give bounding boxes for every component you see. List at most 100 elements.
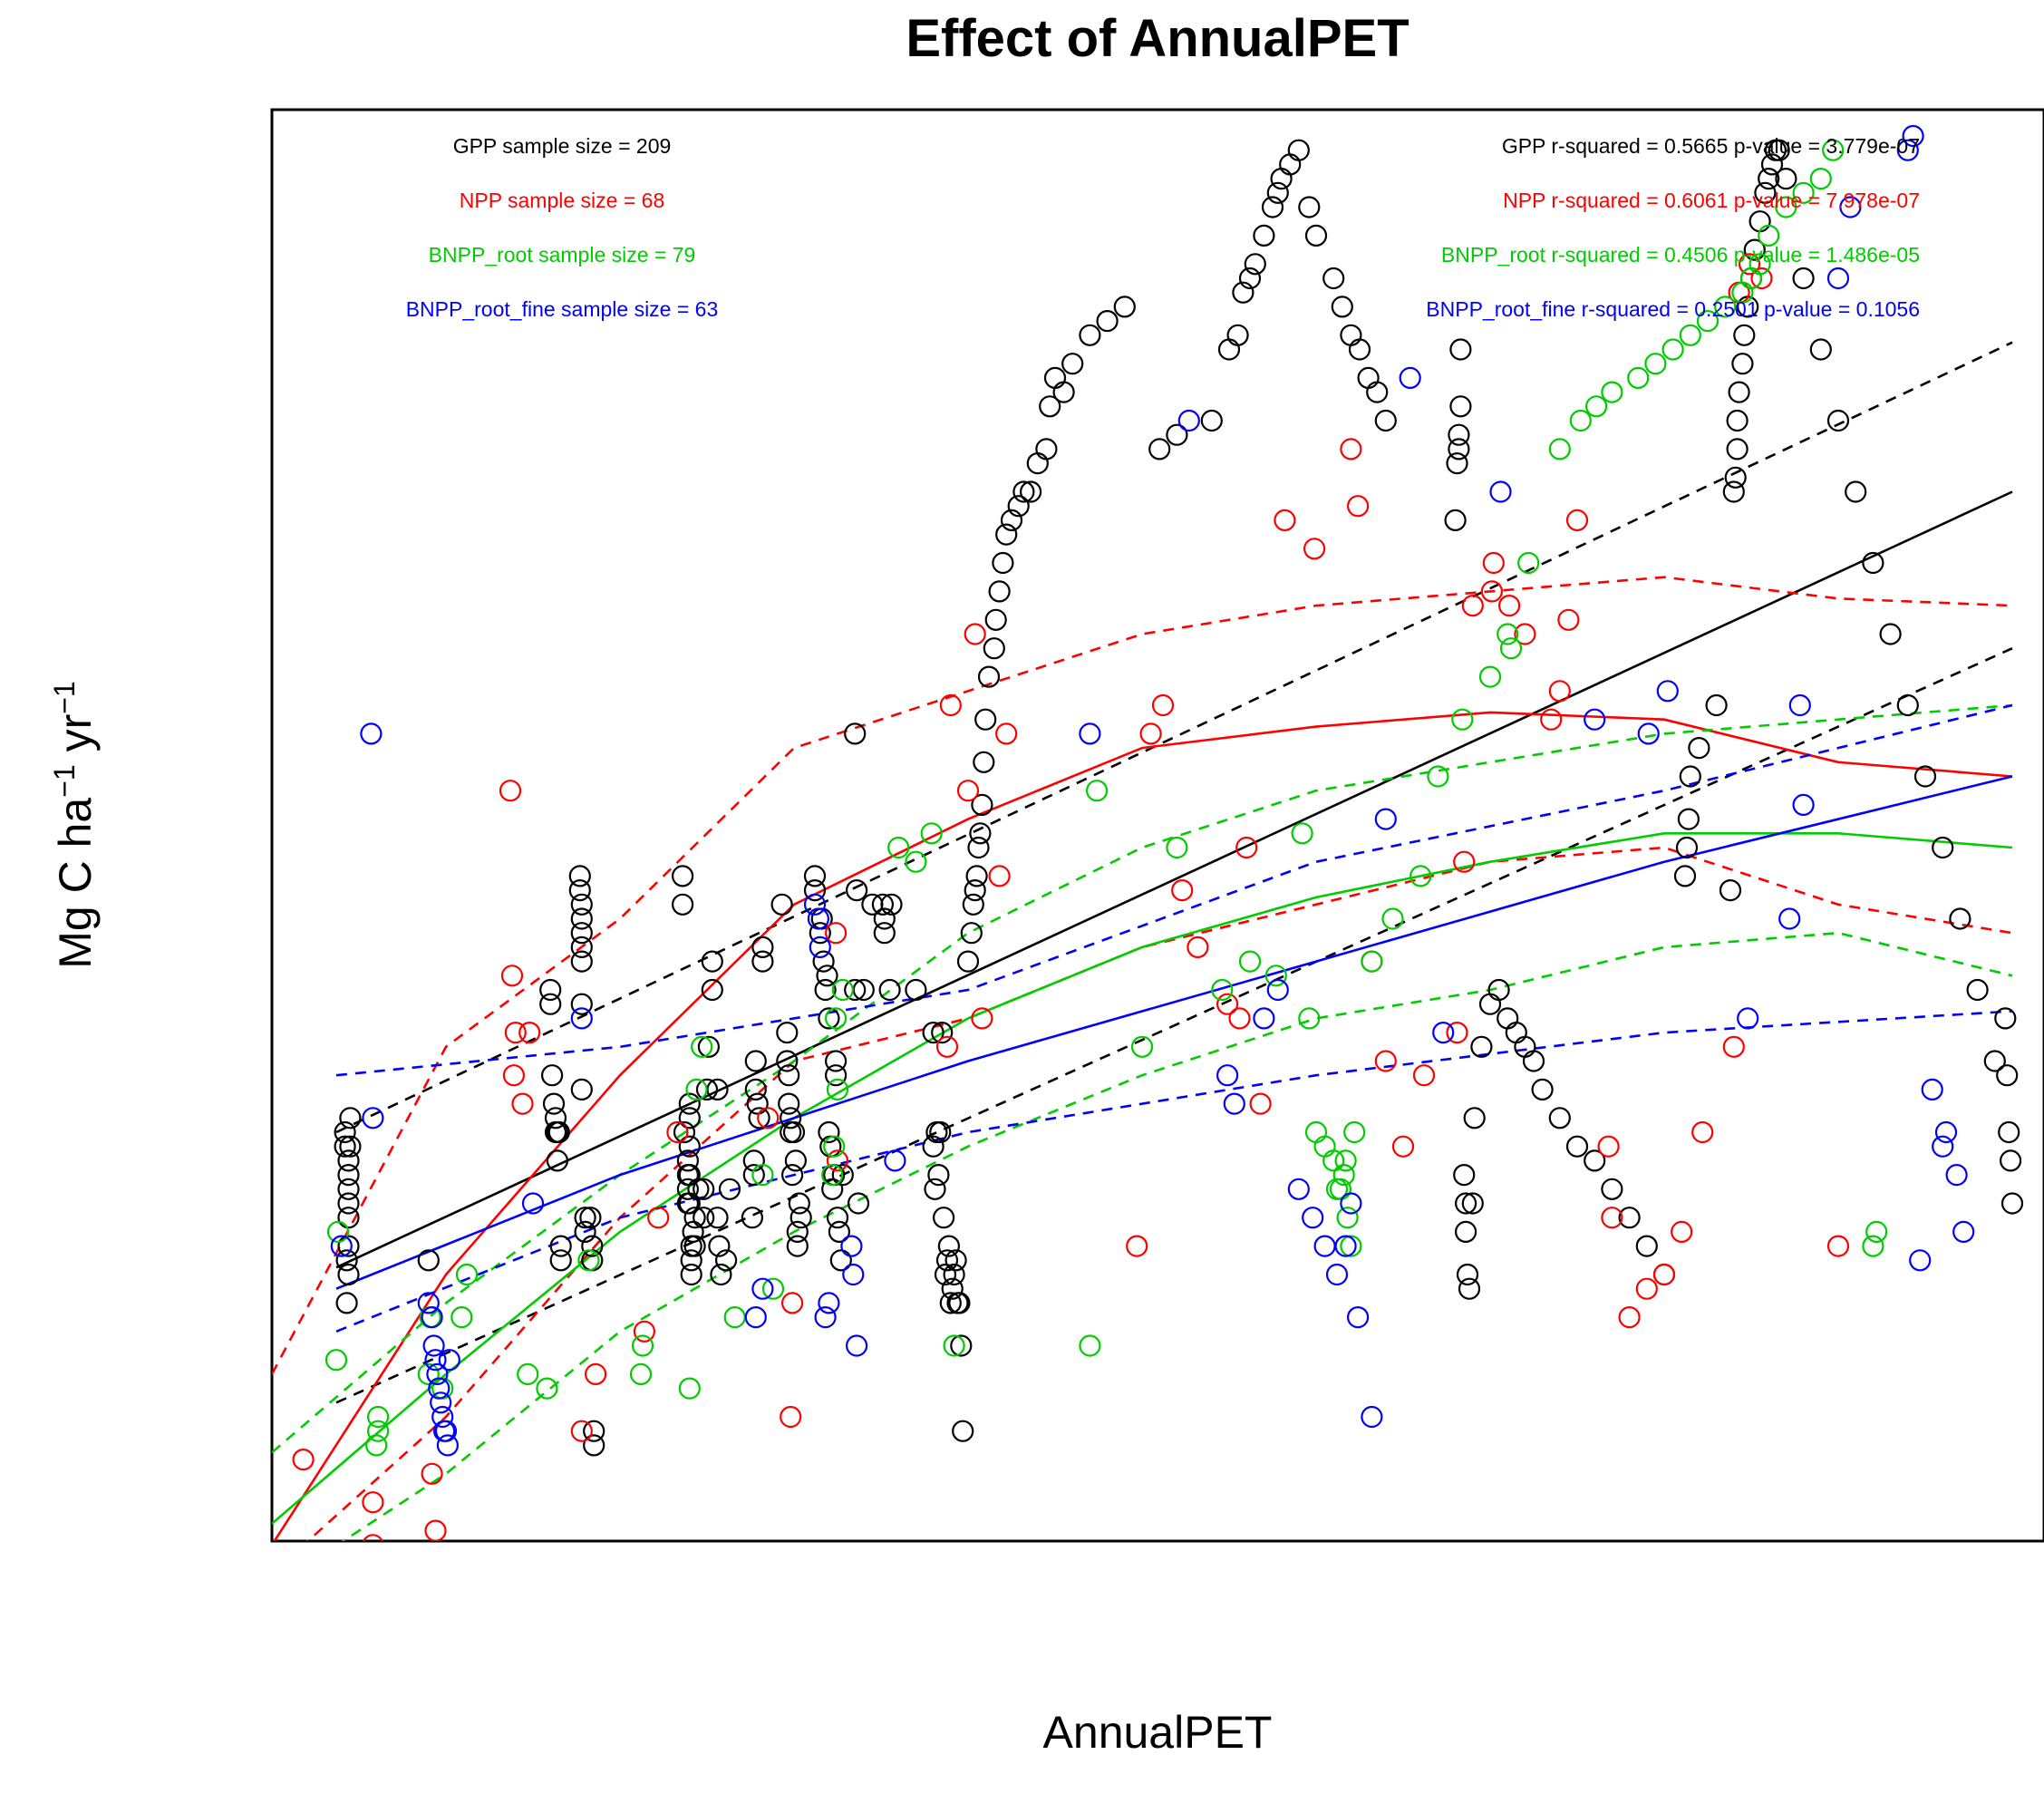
gpp-point [778,1092,800,1115]
bnpp-root-point [1714,296,1737,318]
npp-point [499,780,522,802]
gpp-point [1879,623,1902,645]
npp-point [518,1021,541,1044]
gpp-point [1348,338,1371,361]
gpp-point [583,1420,605,1442]
bnpp-root-fine-point [1361,1405,1383,1429]
gpp-point [570,993,593,1015]
gpp-point [693,1178,715,1200]
bnpp-root-fine-point [1253,1007,1275,1030]
gpp-point [1584,1149,1606,1172]
gpp-point [1448,423,1470,446]
bnpp-root-point [691,1035,713,1058]
gpp-point [1743,238,1766,261]
bnpp-root-point [1409,865,1432,887]
gpp-point [547,1120,570,1144]
bnpp-root-point [419,1305,441,1329]
gpp-point [1261,196,1284,218]
bnpp-root-point [761,1277,785,1300]
gpp-point [539,978,562,1002]
bnpp-root-point [943,1334,965,1357]
gpp-point [1148,438,1171,461]
bnpp-root-fine-point [1839,196,1862,218]
gpp-point [1357,366,1380,389]
bnpp-root-fine-point [1334,1235,1357,1257]
bnpp-root-fine-point [1325,1263,1349,1286]
npp-point [1139,722,1162,745]
gpp-point [549,1249,572,1272]
gpp-point [744,1050,767,1072]
gpp-point [1232,281,1254,304]
gpp-point [829,1249,852,1272]
gpp-point [1454,1220,1477,1244]
gpp-point [1845,480,1867,503]
gpp-point [1096,310,1119,333]
gpp-point [1304,224,1328,247]
gpp-point [1453,1163,1476,1187]
bnpp-root-point [1427,765,1449,788]
series-stat-labels: GPP sample size = 209 GPP r-squared = 0.5… [406,134,1920,321]
bnpp-root-point [1499,637,1523,660]
gpp-point [945,1249,967,1272]
bnpp-root-fine-stats-label: BNPP_root_fine r-squared = 0.2501 p-valu… [1426,297,1920,321]
gpp-point [746,1092,769,1115]
bnpp-root-point [1775,196,1797,218]
gpp-point [337,1163,360,1187]
gpp-point [1035,438,1058,461]
gpp-point [818,1120,840,1144]
gpp-point [964,878,986,902]
gpp-point [544,1107,567,1129]
bnpp-root-fine-point [417,1292,440,1314]
gpp-point [1913,765,1937,788]
npp-point [939,693,962,717]
gpp-stats-label: GPP r-squared = 0.5665 p-value = 3.779e-… [1502,134,1920,158]
npp-point [956,780,980,802]
gpp-point [1012,480,1035,503]
npp-point [502,1064,526,1087]
gpp-point [1792,267,1815,290]
npp-point [1391,1135,1415,1158]
gpp-point [701,950,723,973]
gpp-point [680,1249,702,1272]
bnpp-root-point [1584,395,1608,418]
bnpp-root-fine-point [330,1235,353,1257]
bnpp-root-point [1298,1007,1321,1030]
bnpp-root-point [1336,1207,1359,1229]
gpp-point [570,936,593,959]
gpp-point [1217,338,1241,361]
y-axis-label: Mg C ha−1 yr−1 [48,681,101,968]
gpp-point [1548,1107,1571,1129]
bnpp-root-fine-point [809,936,831,959]
npp-point [1274,509,1296,532]
gpp-point [988,580,1011,603]
gpp-point [922,1135,945,1158]
gpp-point [706,1207,729,1229]
bnpp-root-fine-point [1902,124,1924,148]
npp-fit-line [273,711,2013,1541]
bnpp-root-point [1304,1120,1328,1144]
gpp-point [687,1178,710,1200]
npp-point [363,1534,383,1541]
x-axis-label: AnnualPET [1043,1707,1273,1758]
gpp-point [956,950,980,973]
gpp-point [812,950,835,973]
bnpp-root-fine-point [1945,1163,1968,1187]
bnpp-root-point [1627,366,1650,389]
bnpp-root-point [1322,1149,1345,1172]
gpp-point [1673,865,1697,887]
bnpp-root-point [367,1405,390,1429]
gpp-point [824,1050,848,1072]
bnpp-root-fine-point [431,1405,454,1429]
bnpp-root-point [678,1377,701,1400]
gpp-point [1731,353,1754,375]
gpp-point [701,978,723,1002]
gpp-point [1449,395,1472,418]
bnpp-root-fine-point [1079,722,1101,745]
npp-point [647,1207,670,1229]
bnpp-root-point [631,1334,654,1357]
gpp-point [570,1078,593,1101]
bnpp-root-fine-point [1374,808,1397,830]
gpp-point [852,978,875,1002]
gpp-point [1994,1007,2017,1030]
gpp-point [570,893,593,916]
